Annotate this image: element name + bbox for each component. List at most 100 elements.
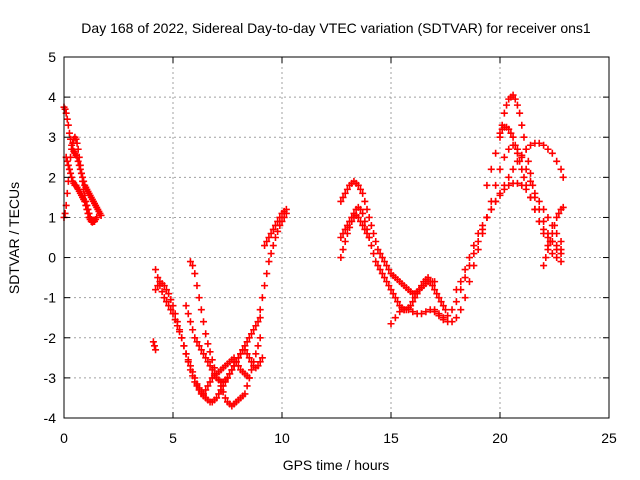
data-point [507, 129, 515, 137]
data-point [470, 242, 478, 250]
data-point [548, 149, 556, 157]
data-point [224, 374, 231, 382]
data-point [193, 380, 201, 388]
data-point [557, 246, 565, 254]
data-point [356, 185, 364, 193]
data-point [337, 197, 345, 205]
data-point [415, 286, 423, 294]
y-tick-label: 1 [48, 209, 56, 225]
data-point [241, 390, 249, 398]
data-point [505, 125, 513, 133]
data-point [158, 288, 166, 296]
data-point [442, 306, 449, 314]
data-point [553, 213, 561, 221]
data-series [387, 141, 565, 328]
data-point [245, 374, 253, 382]
data-point [496, 191, 504, 199]
data-series [149, 338, 160, 354]
data-point [74, 145, 82, 153]
data-point [391, 314, 399, 322]
data-point [387, 286, 395, 294]
data-point [64, 161, 72, 169]
grid-lines [64, 57, 609, 418]
data-point [271, 234, 279, 241]
data-point [337, 254, 345, 262]
data-point [173, 318, 181, 326]
data-point [254, 342, 262, 350]
data-point [542, 254, 550, 262]
data-point [219, 388, 227, 396]
y-tick-label: -4 [44, 410, 57, 426]
data-point [339, 246, 347, 254]
data-point [237, 350, 245, 358]
data-series [186, 258, 264, 410]
x-tick-label: 10 [274, 430, 290, 446]
data-point [372, 258, 380, 266]
data-point [152, 286, 160, 294]
data-point [206, 378, 214, 386]
data-point [245, 334, 253, 342]
data-point [424, 274, 432, 282]
y-tick-label: 3 [48, 129, 56, 145]
data-point [374, 246, 382, 254]
plot-frame [63, 56, 610, 419]
data-point [256, 358, 264, 366]
data-point [167, 296, 175, 304]
data-point [152, 346, 160, 354]
data-point [435, 294, 443, 302]
data-series [261, 205, 290, 250]
data-point [383, 278, 391, 286]
data-point [276, 221, 284, 229]
data-point [256, 314, 264, 322]
data-point [544, 145, 552, 153]
y-tick-label: -2 [44, 330, 57, 346]
data-point [61, 105, 69, 113]
data-point [200, 318, 208, 326]
data-point [524, 157, 532, 165]
data-point [394, 298, 402, 306]
data-point [452, 286, 460, 294]
data-point [88, 218, 96, 226]
data-point [265, 258, 273, 266]
data-point [370, 229, 378, 237]
x-tick-label: 5 [169, 430, 177, 446]
y-tick-label: 5 [48, 49, 56, 65]
data-point [544, 246, 552, 254]
data-point [513, 101, 521, 109]
data-point [461, 266, 469, 274]
data-point [267, 229, 275, 237]
data-point [383, 262, 391, 270]
data-point [254, 362, 262, 370]
data-point [444, 312, 452, 320]
data-point [527, 177, 535, 185]
data-point [81, 197, 89, 205]
data-point [341, 225, 349, 233]
data-point [202, 330, 210, 338]
data-point [67, 169, 75, 177]
data-point [356, 217, 364, 225]
data-point [234, 354, 242, 362]
data-point [154, 274, 162, 282]
data-point [79, 177, 87, 185]
data-point [261, 282, 269, 290]
data-point [389, 290, 397, 298]
data-point [516, 109, 524, 117]
data-series [431, 139, 567, 322]
data-point [191, 270, 199, 278]
data-point [557, 238, 565, 246]
data-point [178, 334, 186, 342]
data-point [461, 294, 469, 302]
data-point [171, 310, 179, 318]
data-point [391, 294, 399, 302]
data-series [256, 209, 290, 314]
data-point [74, 157, 82, 165]
data-point [385, 282, 393, 290]
data-point [470, 250, 478, 258]
data-point [546, 238, 554, 246]
data-point [396, 308, 404, 316]
data-point [261, 242, 269, 250]
data-point [217, 382, 225, 390]
data-point [520, 133, 528, 141]
data-point [269, 225, 277, 233]
data-series [60, 133, 101, 225]
